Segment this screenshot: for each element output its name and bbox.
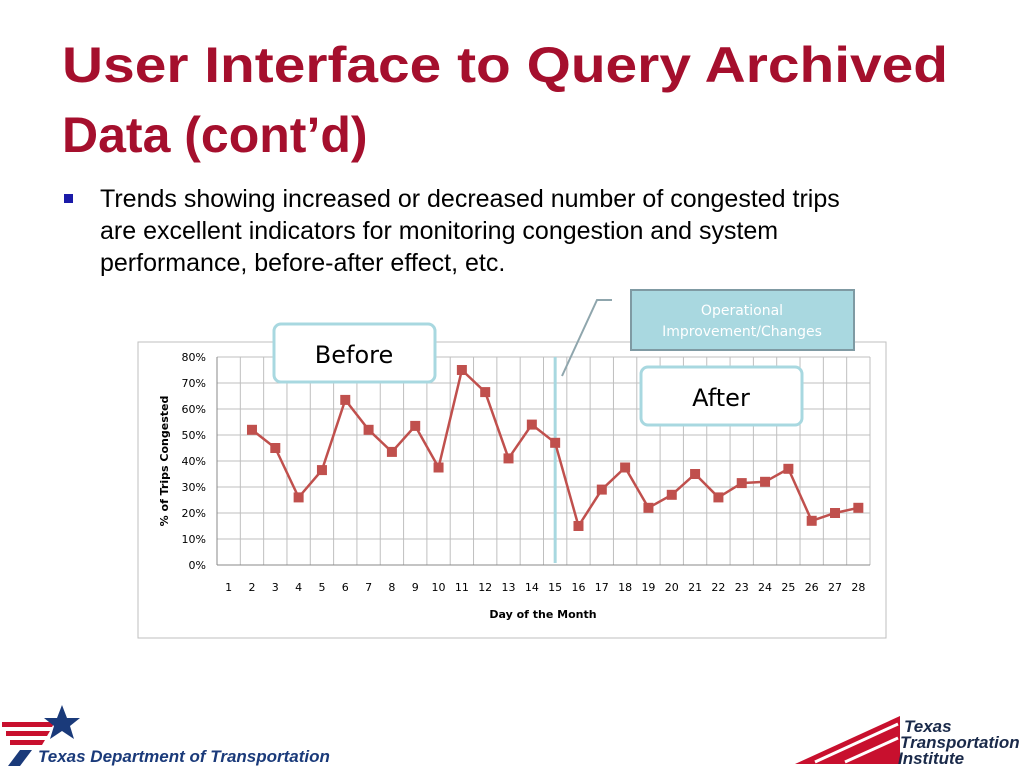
x-tick-label: 24 — [758, 581, 772, 594]
x-tick-label: 4 — [295, 581, 302, 594]
bullet-text: performance, before-after effect, etc. — [100, 249, 505, 277]
x-axis-label: Day of the Month — [489, 608, 596, 621]
y-tick-label: 50% — [182, 429, 206, 442]
data-point — [503, 453, 514, 464]
x-tick-label: 21 — [688, 581, 702, 594]
x-tick-label: 5 — [318, 581, 325, 594]
plot: 0%10%20%30%40%50%60%70%80%1 2 3 4 5 6 7 8 9 10 11 1… — [182, 351, 871, 594]
x-tick-label: 8 — [388, 581, 395, 594]
data-point — [246, 424, 257, 435]
data-point — [410, 420, 421, 431]
x-tick-label: 16 — [571, 581, 585, 594]
data-point — [760, 476, 771, 487]
data-point — [596, 484, 607, 495]
y-tick-label: 60% — [182, 403, 206, 416]
tti-text: Institute — [898, 749, 964, 768]
x-tick-label: 10 — [432, 581, 446, 594]
x-tick-label: 15 — [548, 581, 562, 594]
data-point — [620, 462, 631, 473]
data-point — [433, 462, 444, 473]
event-callout-text: Improvement/Changes — [662, 324, 822, 340]
data-point — [643, 502, 654, 513]
before-callout — [272, 322, 437, 384]
tti-text: Texas — [904, 717, 952, 736]
x-tick-label: 3 — [272, 581, 279, 594]
x-tick-label: 1 — [225, 581, 232, 594]
data-point — [456, 365, 467, 375]
data-point — [550, 437, 561, 448]
x-tick-label: 25 — [781, 581, 795, 594]
data-point — [526, 419, 537, 430]
y-tick-label: 80% — [182, 351, 206, 364]
txdot-logo: Texas Department of Transportation — [2, 705, 330, 766]
logo-shape — [795, 716, 900, 764]
x-tick-label: 13 — [502, 581, 516, 594]
bullet-text: Trends showing increased or decreased nu… — [100, 185, 840, 213]
title: Data (cont’d) — [62, 107, 368, 163]
event-callout-text: Operational — [701, 303, 783, 319]
bullet-text: are excellent indicators for monitoring … — [100, 217, 778, 245]
bullet-marker — [64, 194, 73, 203]
y-tick-label: 0% — [189, 559, 206, 572]
data-point — [480, 387, 491, 398]
y-tick-label: 10% — [182, 533, 206, 546]
y-tick-label: 20% — [182, 507, 206, 520]
event-callout — [630, 289, 855, 351]
x-tick-label: 19 — [641, 581, 655, 594]
after-text: After — [692, 384, 750, 412]
x-tick-label: 6 — [342, 581, 349, 594]
data-point — [806, 515, 817, 526]
x-tick-label: 20 — [665, 581, 679, 594]
logo-star — [44, 705, 80, 739]
y-tick-label: 40% — [182, 455, 206, 468]
logo-shape — [814, 722, 899, 764]
data-point — [853, 502, 864, 513]
x-tick-label: 26 — [805, 581, 819, 594]
data-point — [830, 508, 841, 518]
x-tick-label: 14 — [525, 581, 539, 594]
x-tick-label: 23 — [735, 581, 749, 594]
data-point — [340, 394, 351, 405]
callout-connector — [561, 299, 612, 377]
x-tick-label: 22 — [711, 581, 725, 594]
x-tick-label: 7 — [365, 581, 372, 594]
data-point — [736, 478, 747, 489]
y-axis-label: % of Trips Congested — [158, 396, 171, 527]
y-tick-label: 30% — [182, 481, 206, 494]
data-point — [666, 489, 677, 500]
data-point — [386, 446, 397, 457]
before-text: Before — [315, 341, 393, 369]
x-tick-label: 11 — [455, 581, 469, 594]
data-point — [293, 492, 304, 503]
logo-shape — [8, 750, 32, 766]
after-callout — [639, 365, 804, 427]
data-point — [270, 443, 281, 453]
logo-stripes — [2, 722, 55, 745]
title: User Interface to Query Archived — [62, 37, 948, 93]
data-point — [316, 465, 327, 476]
x-tick-label: 17 — [595, 581, 609, 594]
data-point — [573, 521, 584, 531]
tti-logo: Texas Transportation Institute — [795, 716, 1020, 768]
data-point — [690, 469, 701, 479]
x-tick-label: 27 — [828, 581, 842, 594]
txdot-text: Texas Department of Transportation — [38, 747, 330, 766]
data-point — [713, 492, 724, 503]
logo-shape — [844, 736, 899, 764]
data-point — [783, 463, 794, 474]
x-tick-label: 18 — [618, 581, 632, 594]
tti-text: Transportation — [900, 733, 1020, 752]
y-tick-label: 70% — [182, 377, 206, 390]
data-point — [363, 424, 374, 435]
x-tick-label: 28 — [851, 581, 865, 594]
x-tick-label: 2 — [248, 581, 255, 594]
x-tick-label: 12 — [478, 581, 492, 594]
x-tick-label: 9 — [412, 581, 419, 594]
